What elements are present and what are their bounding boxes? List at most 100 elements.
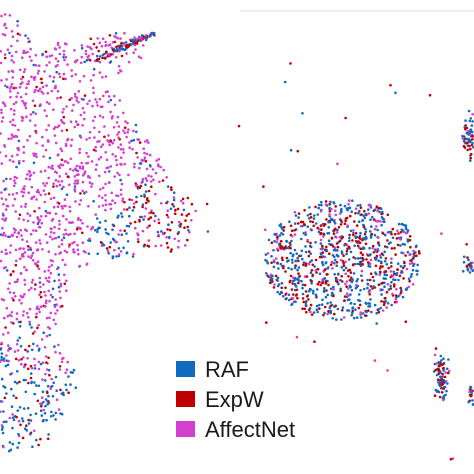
point-expw bbox=[133, 220, 137, 224]
point-affectnet bbox=[27, 248, 30, 252]
point-raf bbox=[310, 259, 314, 262]
point-expw bbox=[97, 57, 101, 61]
point-affectnet bbox=[60, 360, 64, 364]
point-affectnet bbox=[115, 121, 119, 124]
point-affectnet bbox=[295, 335, 299, 339]
point-expw bbox=[26, 367, 30, 371]
point-expw bbox=[297, 272, 300, 275]
point-raf bbox=[464, 119, 467, 122]
point-raf bbox=[98, 55, 102, 58]
point-raf bbox=[17, 441, 21, 445]
point-expw bbox=[311, 263, 315, 267]
point-affectnet bbox=[45, 299, 48, 303]
point-raf bbox=[311, 291, 315, 295]
point-expw bbox=[66, 175, 70, 178]
point-affectnet bbox=[15, 312, 19, 315]
point-expw bbox=[393, 246, 396, 250]
point-expw bbox=[307, 298, 310, 301]
point-affectnet bbox=[82, 117, 86, 121]
point-affectnet bbox=[47, 250, 51, 253]
point-raf bbox=[363, 216, 367, 220]
point-raf bbox=[395, 273, 399, 277]
point-expw bbox=[280, 245, 284, 248]
point-raf bbox=[359, 203, 362, 207]
point-expw bbox=[282, 246, 285, 250]
point-affectnet bbox=[34, 112, 38, 116]
point-affectnet bbox=[35, 307, 39, 310]
point-affectnet bbox=[72, 248, 75, 251]
point-raf bbox=[74, 386, 78, 390]
point-raf bbox=[140, 34, 144, 37]
point-expw bbox=[297, 259, 300, 263]
point-expw bbox=[437, 364, 441, 368]
point-expw bbox=[35, 85, 38, 89]
point-affectnet bbox=[0, 191, 3, 194]
point-affectnet bbox=[152, 178, 155, 182]
point-raf bbox=[402, 223, 406, 227]
point-raf bbox=[380, 293, 383, 296]
point-raf bbox=[440, 359, 443, 362]
point-expw bbox=[397, 232, 400, 235]
point-raf bbox=[304, 233, 308, 237]
point-affectnet bbox=[27, 288, 31, 292]
point-raf bbox=[404, 226, 408, 229]
point-affectnet bbox=[402, 251, 405, 255]
point-affectnet bbox=[314, 269, 317, 272]
point-affectnet bbox=[60, 242, 64, 246]
point-affectnet bbox=[333, 246, 337, 249]
point-affectnet bbox=[15, 135, 19, 138]
point-affectnet bbox=[159, 165, 162, 169]
point-raf bbox=[109, 60, 113, 63]
point-raf bbox=[51, 295, 54, 299]
point-raf bbox=[462, 255, 466, 259]
point-raf bbox=[352, 272, 356, 275]
point-raf bbox=[301, 112, 304, 115]
point-expw bbox=[371, 244, 375, 248]
point-raf bbox=[348, 236, 351, 240]
point-raf bbox=[154, 214, 157, 218]
point-affectnet bbox=[38, 239, 41, 242]
point-raf bbox=[87, 252, 91, 255]
point-affectnet bbox=[61, 357, 64, 361]
point-affectnet bbox=[6, 331, 10, 335]
point-raf bbox=[294, 214, 298, 217]
point-expw bbox=[128, 198, 131, 201]
point-affectnet bbox=[10, 133, 14, 136]
point-expw bbox=[103, 135, 106, 139]
point-expw bbox=[379, 270, 382, 274]
point-affectnet bbox=[80, 44, 84, 47]
point-affectnet bbox=[154, 171, 158, 175]
point-raf bbox=[38, 347, 41, 351]
point-expw bbox=[21, 75, 25, 79]
point-expw bbox=[97, 49, 100, 53]
point-expw bbox=[14, 263, 18, 267]
point-affectnet bbox=[22, 51, 25, 54]
point-expw bbox=[465, 265, 469, 268]
point-expw bbox=[468, 263, 471, 267]
point-affectnet bbox=[9, 244, 13, 247]
point-affectnet bbox=[23, 185, 26, 188]
point-affectnet bbox=[322, 235, 325, 238]
point-affectnet bbox=[35, 131, 38, 134]
point-raf bbox=[321, 263, 325, 267]
point-affectnet bbox=[155, 159, 158, 162]
point-raf bbox=[280, 227, 284, 230]
point-raf bbox=[301, 286, 304, 290]
point-raf bbox=[44, 404, 47, 408]
point-affectnet bbox=[331, 267, 334, 270]
point-affectnet bbox=[12, 102, 16, 106]
point-raf bbox=[47, 394, 50, 398]
point-raf bbox=[444, 393, 447, 397]
point-expw bbox=[372, 251, 376, 254]
point-raf bbox=[125, 224, 129, 228]
point-affectnet bbox=[26, 212, 30, 215]
point-affectnet bbox=[119, 229, 122, 232]
point-raf bbox=[312, 311, 316, 314]
point-expw bbox=[328, 252, 331, 256]
point-affectnet bbox=[335, 236, 338, 239]
point-raf bbox=[293, 248, 297, 252]
point-affectnet bbox=[48, 316, 51, 320]
point-expw bbox=[381, 232, 385, 235]
point-affectnet bbox=[45, 316, 49, 320]
point-raf bbox=[329, 200, 332, 204]
